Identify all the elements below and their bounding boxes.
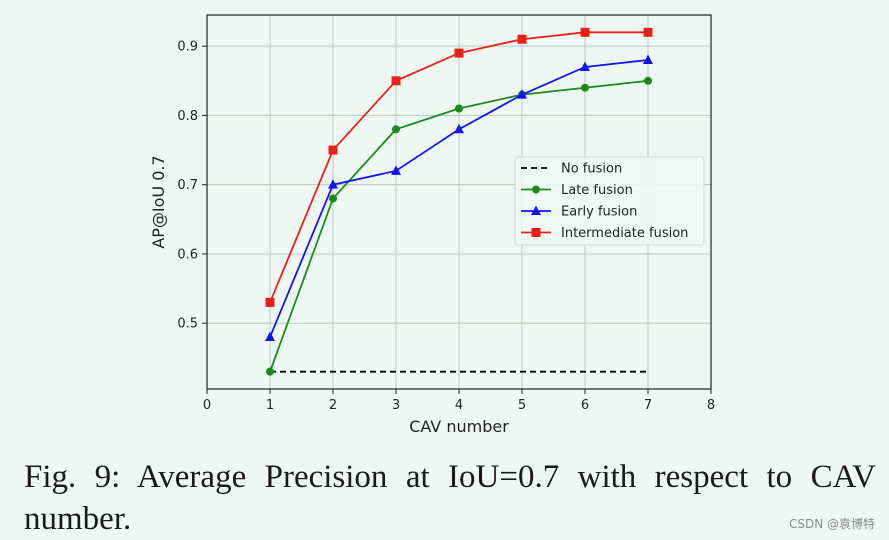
series-intermediate-fusion bbox=[265, 27, 653, 307]
data-point bbox=[265, 331, 275, 342]
data-point bbox=[454, 48, 464, 58]
x-tick-label: 6 bbox=[581, 398, 589, 413]
legend: No fusion Late fusion Early fusion Intermed… bbox=[514, 156, 705, 246]
data-point bbox=[328, 179, 338, 189]
legend-item: Early fusion bbox=[521, 205, 637, 220]
legend-label: Late fusion bbox=[561, 183, 633, 198]
data-point bbox=[265, 297, 275, 307]
data-point bbox=[517, 34, 527, 44]
y-axis-ticks: 0.5 0.6 0.7 0.8 0.9 bbox=[177, 40, 207, 332]
data-point bbox=[643, 27, 653, 37]
data-point bbox=[644, 76, 652, 85]
data-point bbox=[581, 83, 589, 92]
series-early-fusion bbox=[265, 54, 653, 342]
watermark: CSDN @袁博特 bbox=[788, 517, 875, 531]
data-point bbox=[391, 165, 401, 175]
legend-item: Intermediate fusion bbox=[521, 226, 688, 241]
data-point bbox=[455, 104, 463, 113]
data-point bbox=[454, 123, 464, 134]
x-axis-label: CAV number bbox=[409, 417, 509, 436]
x-tick-label: 8 bbox=[707, 398, 715, 413]
data-point bbox=[328, 145, 338, 155]
data-point bbox=[580, 61, 590, 71]
x-tick-label: 5 bbox=[518, 398, 526, 413]
legend-marker bbox=[531, 205, 541, 215]
data-point bbox=[517, 89, 527, 99]
data-point bbox=[329, 194, 337, 203]
legend-label: No fusion bbox=[561, 162, 622, 177]
y-axis-label: AP@IoU 0.7 bbox=[149, 155, 168, 248]
x-tick-label: 0 bbox=[203, 398, 211, 413]
data-point bbox=[392, 125, 400, 134]
y-tick-label: 0.9 bbox=[177, 40, 198, 55]
legend-item: No fusion bbox=[521, 162, 622, 177]
legend-box bbox=[514, 156, 705, 246]
data-point bbox=[580, 27, 590, 37]
data-point bbox=[266, 367, 274, 376]
x-tick-label: 3 bbox=[392, 398, 400, 413]
series-layer bbox=[265, 27, 653, 376]
x-tick-label: 2 bbox=[329, 398, 337, 413]
data-point bbox=[643, 54, 653, 65]
series-late-fusion bbox=[266, 76, 652, 376]
legend-marker bbox=[532, 185, 540, 194]
y-tick-label: 0.7 bbox=[177, 178, 198, 193]
data-point bbox=[391, 76, 401, 86]
y-tick-label: 0.8 bbox=[177, 109, 198, 124]
x-tick-label: 7 bbox=[644, 398, 652, 413]
legend-item: Late fusion bbox=[521, 183, 633, 198]
legend-label: Early fusion bbox=[561, 205, 637, 220]
legend-label: Intermediate fusion bbox=[561, 226, 688, 241]
legend-marker bbox=[531, 228, 541, 237]
x-axis-ticks: 0 1 2 3 4 5 6 7 8 bbox=[203, 389, 715, 413]
line-chart: 0 1 2 3 4 5 6 7 8 0.5 0.6 0.7 0.8 0.9 CAV number AP@… bbox=[149, 14, 715, 436]
figure-caption: Fig. 9: Average Precision at IoU=0.7 wit… bbox=[24, 459, 876, 537]
x-tick-label: 4 bbox=[455, 398, 463, 413]
y-tick-label: 0.5 bbox=[177, 317, 198, 332]
x-tick-label: 1 bbox=[266, 398, 274, 413]
y-tick-label: 0.6 bbox=[177, 247, 198, 262]
